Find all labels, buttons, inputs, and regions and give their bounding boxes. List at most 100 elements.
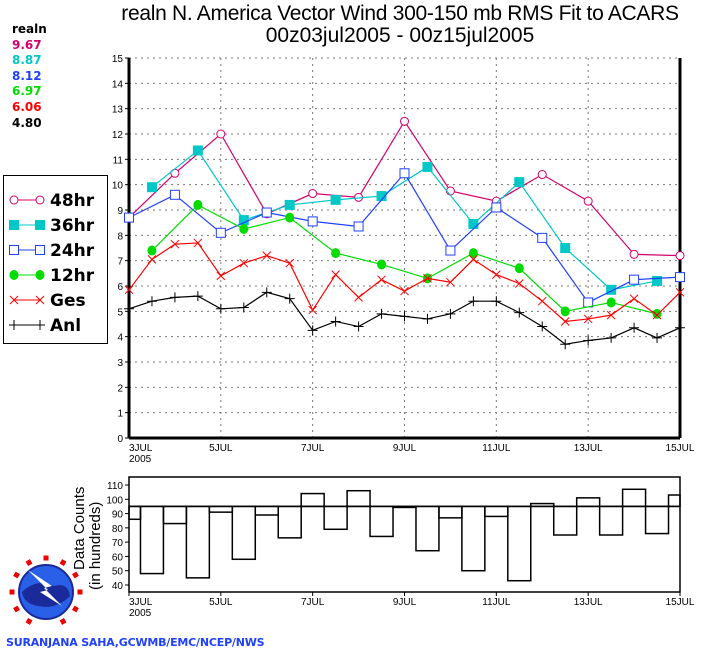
legend-label: Ges [50, 291, 86, 311]
logo-letter-mark [9, 589, 15, 595]
data-point-square [353, 221, 364, 232]
data-point-plus [606, 332, 617, 343]
data-point-square [583, 297, 594, 308]
data-point-plus [422, 313, 433, 324]
data-point-circle [583, 196, 593, 206]
average-value: 4.80 [12, 115, 42, 130]
data-point-dot [285, 212, 295, 223]
data-point-circle [35, 195, 45, 205]
data-point-plus [169, 292, 180, 303]
data-point-square [284, 199, 295, 210]
chart-subtitle: 00z03jul2005 - 00z15jul2005 [265, 24, 535, 47]
y-tick-label: 10 [112, 181, 124, 192]
data-point-x [423, 274, 432, 283]
y-tick-label: 70 [112, 538, 124, 549]
y-tick-label: 90 [112, 510, 124, 521]
y-tick-label: 7 [117, 257, 123, 268]
data-point-x [606, 310, 616, 320]
average-value: 6.06 [12, 99, 42, 114]
x-tick-label: 7JUL [301, 597, 325, 608]
logo-letter-mark [25, 559, 33, 566]
data-point-x [629, 294, 639, 304]
data-point-dot [560, 306, 570, 317]
data-point-plus [284, 293, 295, 304]
data-point-x [675, 287, 685, 297]
count-bar [392, 505, 417, 509]
y-tick-label: 110 [107, 481, 123, 492]
data-point-square [675, 272, 685, 283]
legend-item [9, 245, 45, 255]
average-value: 8.87 [12, 53, 42, 68]
bar-chart-frame [128, 476, 681, 593]
x-tick-label: 15JUL [666, 597, 695, 608]
logo-letter-mark [25, 618, 33, 625]
data-point-square [629, 274, 640, 285]
data-point-plus [9, 320, 19, 330]
y-tick-label: 60 [112, 552, 124, 563]
data-point-square [330, 194, 341, 205]
data-point-plus [514, 307, 525, 318]
data-point-square [606, 284, 617, 295]
data-point-plus [537, 321, 548, 332]
y-tick-label: 13 [112, 105, 124, 116]
count-bar [621, 488, 647, 508]
data-point-square [307, 216, 318, 227]
data-point-dot [9, 270, 19, 280]
x-tick-label: 13JUL [574, 443, 603, 454]
y-axis-label: Data Counts [71, 487, 88, 570]
legend-label: 48hr [50, 191, 95, 211]
data-point-circle [445, 186, 455, 196]
data-point-square [9, 245, 19, 255]
count-bar [369, 505, 394, 538]
data-point-plus [583, 335, 594, 346]
data-point-square [146, 182, 157, 193]
data-point-square [399, 168, 410, 179]
count-bar [128, 505, 142, 521]
data-point-circle [400, 116, 409, 126]
y-tick-label: 50 [112, 567, 124, 578]
logo-letter-mark [72, 571, 79, 579]
data-point-x [400, 286, 409, 296]
data-point-circle [629, 249, 639, 259]
data-point-circle [537, 170, 547, 180]
data-point-x [377, 275, 386, 285]
data-point-x [652, 310, 662, 320]
data-point-dot [652, 308, 662, 319]
data-point-plus [192, 291, 203, 302]
series-line [151, 204, 658, 315]
data-point-plus [35, 320, 45, 330]
count-bar [438, 505, 463, 519]
legend-box [3, 175, 108, 344]
count-bar [208, 505, 234, 513]
lightning-icon [28, 570, 62, 606]
data-point-x [239, 258, 249, 268]
data-point-x [147, 255, 157, 264]
x-tick-label: 7JUL [301, 443, 325, 454]
logo-letter-mark [59, 559, 67, 566]
data-point-square [261, 207, 272, 218]
legend-item [9, 320, 45, 330]
data-point-square [376, 191, 387, 202]
data-point-x [331, 270, 340, 279]
data-point-square [238, 215, 249, 226]
y-axis-label-units: (in hundreds) [87, 502, 104, 590]
count-bar [254, 505, 279, 516]
series-line [151, 149, 658, 291]
data-point-x [262, 251, 272, 260]
data-point-square [35, 245, 45, 255]
data-point-plus [629, 322, 640, 333]
legend-item [9, 195, 45, 205]
logo-letter-mark [13, 571, 20, 579]
logo-letter-mark [72, 605, 79, 613]
data-point-x [170, 239, 180, 249]
x-tick-label: 5JUL [209, 443, 233, 454]
data-point-x [560, 317, 570, 326]
count-bar [323, 505, 348, 531]
x-tick-label: 9JUL [393, 443, 417, 454]
data-point-plus [399, 311, 410, 322]
data-point-plus [353, 321, 364, 332]
x-year-label: 2005 [129, 608, 152, 619]
data-point-dot [239, 224, 249, 234]
legend-label: 12hr [50, 266, 95, 286]
